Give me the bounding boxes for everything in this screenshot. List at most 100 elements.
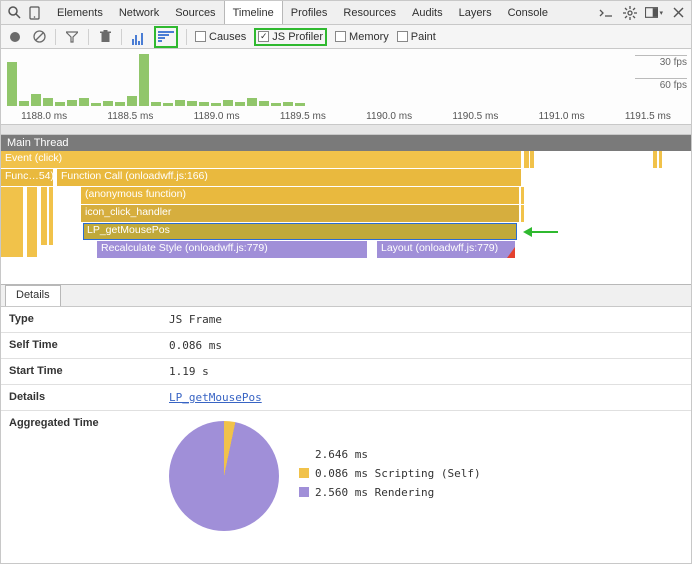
overview-time-axis: 1188.0 ms1188.5 ms1189.0 ms1189.5 ms1190… (1, 108, 691, 124)
details-row-type: Type JS Frame (1, 307, 691, 333)
flame-bar-selected[interactable]: LP_getMousePos (83, 223, 517, 240)
flame-chart[interactable]: Main Thread Event (click) Func…54) Funct… (1, 135, 691, 285)
flame-bar-layout[interactable]: Layout (onloadwff.js:779) (377, 241, 515, 258)
pie-chart (169, 421, 279, 531)
details-tab[interactable]: Details (5, 285, 61, 306)
details-value: 1.19 s (169, 365, 683, 378)
legend-rendering: 2.560 ms Rendering (299, 486, 481, 499)
separator (88, 29, 89, 45)
tab-label: Console (508, 7, 548, 19)
tab-timeline[interactable]: Timeline (224, 1, 283, 24)
tab-console[interactable]: Console (500, 1, 556, 24)
view-bars-icon[interactable] (130, 29, 146, 45)
thread-label: Main Thread (7, 137, 69, 149)
flame-label: Layout (onloadwff.js:779) (381, 242, 498, 254)
legend-text: 2.560 ms Rendering (315, 486, 434, 499)
tab-label: Sources (175, 7, 215, 19)
fps-30-label: 30 fps (635, 55, 687, 68)
tabbar-right-icons: ▾ (597, 4, 687, 22)
tab-label: Layers (459, 7, 492, 19)
tab-layers[interactable]: Layers (451, 1, 500, 24)
tab-label: Profiles (291, 7, 328, 19)
option-paint[interactable]: Paint (397, 31, 436, 43)
clear-icon[interactable] (31, 29, 47, 45)
details-link[interactable]: LP_getMousePos (169, 391, 262, 404)
details-value: JS Frame (169, 313, 683, 326)
flame-bar-anon[interactable]: (anonymous function) (81, 187, 519, 204)
timeline-overview[interactable]: 30 fps 60 fps 1188.0 ms1188.5 ms1189.0 m… (1, 49, 691, 125)
devtools-root: Elements Network Sources Timeline Profil… (0, 0, 692, 564)
garbage-icon[interactable] (97, 29, 113, 45)
overview-scrubber[interactable] (1, 125, 691, 135)
drawer-icon[interactable] (597, 4, 615, 22)
tab-resources[interactable]: Resources (335, 1, 404, 24)
tab-elements[interactable]: Elements (49, 1, 111, 24)
flame-label: icon_click_handler (85, 206, 171, 218)
tab-label: Resources (343, 7, 396, 19)
flame-bar-handler[interactable]: icon_click_handler (81, 205, 519, 222)
flame-label: Func…54) (5, 170, 53, 182)
details-row-aggregated: Aggregated Time 2.646 ms 0.086 ms Script… (1, 411, 691, 537)
panel-tabs: Elements Network Sources Timeline Profil… (49, 1, 556, 24)
overview-bars (7, 53, 631, 106)
option-memory[interactable]: Memory (335, 31, 389, 43)
devtools-tabbar: Elements Network Sources Timeline Profil… (1, 1, 691, 25)
swatch-icon (299, 487, 309, 497)
callout-arrow (523, 227, 558, 237)
separator (121, 29, 122, 45)
fps-60-label: 60 fps (635, 78, 687, 91)
view-flame-icon[interactable] (158, 29, 174, 45)
details-row-start-time: Start Time 1.19 s (1, 359, 691, 385)
flame-bar-call[interactable]: Function Call (onloadwff.js:166) (57, 169, 521, 186)
legend-total: 2.646 ms (299, 448, 481, 461)
tab-audits[interactable]: Audits (404, 1, 451, 24)
details-key: Aggregated Time (9, 417, 169, 429)
legend-text: 2.646 ms (315, 448, 368, 461)
legend-text: 0.086 ms Scripting (Self) (315, 467, 481, 480)
flame-label: (anonymous function) (85, 188, 186, 200)
pie-legend: 2.646 ms 0.086 ms Scripting (Self) 2.560… (299, 448, 481, 505)
gear-icon[interactable] (621, 4, 639, 22)
checkbox-icon[interactable] (258, 31, 269, 42)
details-key: Type (9, 313, 169, 325)
flame-label: LP_getMousePos (87, 224, 170, 236)
details-tab-label: Details (16, 289, 50, 301)
dock-icon[interactable]: ▾ (645, 4, 663, 22)
tab-sources[interactable]: Sources (167, 1, 223, 24)
details-value: 0.086 ms (169, 339, 683, 352)
checkbox-icon[interactable] (397, 31, 408, 42)
tab-label: Network (119, 7, 159, 19)
thread-header[interactable]: Main Thread (1, 135, 691, 151)
close-icon[interactable] (669, 4, 687, 22)
fps-guides: 30 fps 60 fps (635, 55, 687, 101)
tab-label: Audits (412, 7, 443, 19)
device-icon[interactable] (25, 4, 43, 22)
option-causes[interactable]: Causes (195, 31, 246, 43)
details-tabbar: Details (1, 285, 691, 307)
record-icon[interactable] (7, 29, 23, 45)
details-panel: Type JS Frame Self Time 0.086 ms Start T… (1, 307, 691, 563)
details-row-self-time: Self Time 0.086 ms (1, 333, 691, 359)
details-row-link: Details LP_getMousePos (1, 385, 691, 411)
checkbox-icon[interactable] (335, 31, 346, 42)
flame-bar-recalc[interactable]: Recalculate Style (onloadwff.js:779) (97, 241, 367, 258)
layout-warning-icon (507, 247, 515, 258)
details-key: Start Time (9, 365, 169, 377)
option-js-profiler[interactable]: JS Profiler (258, 31, 323, 43)
tab-network[interactable]: Network (111, 1, 167, 24)
option-label: Causes (209, 31, 246, 43)
tab-label: Timeline (233, 7, 274, 19)
separator (186, 29, 187, 45)
option-label: JS Profiler (272, 31, 323, 43)
flame-bar-event[interactable]: Event (click) (1, 151, 521, 168)
filter-icon[interactable] (64, 29, 80, 45)
flame-bar-func[interactable]: Func…54) (1, 169, 53, 186)
search-icon[interactable] (5, 4, 23, 22)
flame-rows: Event (click) Func…54) Function Call (on… (1, 151, 691, 285)
checkbox-icon[interactable] (195, 31, 206, 42)
legend-scripting: 0.086 ms Scripting (Self) (299, 467, 481, 480)
tab-label: Elements (57, 7, 103, 19)
option-label: Memory (349, 31, 389, 43)
tab-profiles[interactable]: Profiles (283, 1, 336, 24)
flame-label: Event (click) (5, 152, 62, 164)
